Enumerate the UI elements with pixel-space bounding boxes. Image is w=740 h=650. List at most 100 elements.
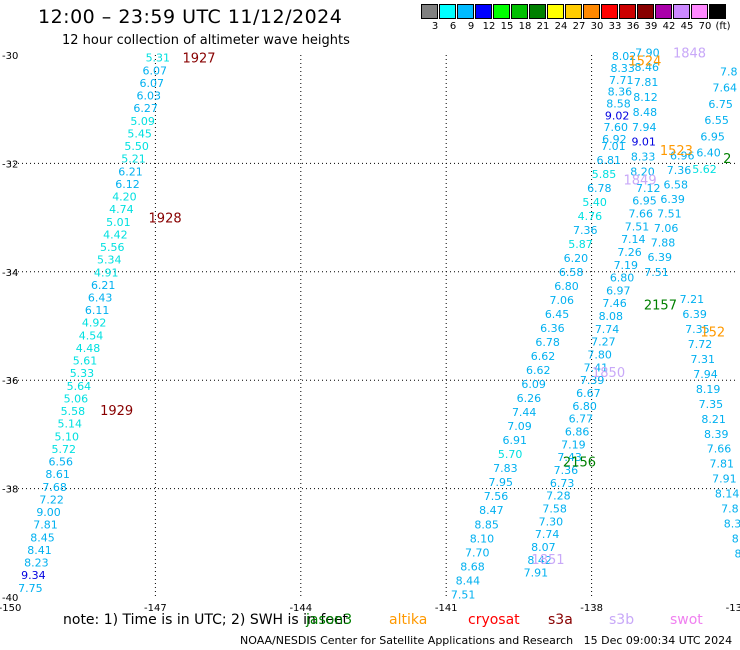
wave-height-value: 7.60 — [604, 121, 629, 134]
wave-height-value: 7.94 — [693, 368, 718, 381]
wave-height-value: 8.23 — [24, 557, 49, 570]
wave-height-value: 5.14 — [58, 418, 83, 431]
wave-height-value: 5.61 — [73, 355, 98, 368]
wave-height-value: 4.91 — [94, 266, 119, 279]
wave-height-value: 6.07 — [143, 64, 168, 77]
wave-height-value: 5.01 — [106, 216, 131, 229]
wave-height-value: 8.41 — [27, 544, 52, 557]
legend-label: 21 — [536, 21, 550, 32]
wave-height-value: 7.36 — [573, 224, 598, 237]
pass-time-label: 2157 — [644, 298, 677, 313]
wave-height-value: 7.30 — [539, 515, 564, 528]
wave-height-value: 7.26 — [617, 246, 642, 259]
legend-label: 12 — [482, 21, 496, 32]
wave-height-value: 7.51 — [451, 588, 476, 601]
wave-height-value: 5.06 — [64, 392, 89, 405]
wave-height-value: 5.56 — [100, 241, 125, 254]
wave-height-value: 6.39 — [660, 193, 685, 206]
wave-height-value: 6.78 — [587, 182, 612, 195]
legend-swatch — [691, 4, 708, 19]
wave-height-value: 6.20 — [564, 252, 589, 265]
wave-height-value: 4.92 — [82, 317, 107, 330]
wave-height-value: 7.19 — [614, 259, 639, 272]
y-tick-label: -40 — [2, 593, 18, 604]
wave-height-value: 7.94 — [632, 121, 657, 134]
wave-height-value: 8 — [732, 533, 739, 546]
legend-swatch — [565, 4, 582, 19]
legend-label: 24 — [554, 21, 568, 32]
wave-height-value: 4.54 — [79, 329, 104, 342]
wave-height-value: 7.06 — [654, 222, 679, 235]
wave-height-value: 9.00 — [36, 506, 61, 519]
wave-height-value: 7.14 — [621, 233, 646, 246]
legend-label: 42 — [662, 21, 676, 32]
wave-height-value: 7.88 — [651, 237, 676, 250]
wave-height-value: 6.27 — [133, 102, 158, 115]
pass-time-label: 152 — [700, 325, 725, 340]
wave-height-value: 6.21 — [118, 165, 143, 178]
wave-height-value: 5.50 — [124, 140, 149, 153]
legend-label: 70 — [698, 21, 712, 32]
legend-label: 3 — [431, 21, 439, 32]
wave-height-value: 8.10 — [470, 532, 495, 545]
wave-height-value: 6.80 — [554, 280, 579, 293]
wave-height-value: 6.56 — [48, 456, 73, 469]
wave-height-value: 8.12 — [633, 91, 658, 104]
pass-time-label: 1927 — [182, 52, 215, 67]
wave-height-value: 7.83 — [493, 462, 518, 475]
footnote: note: 1) Time is in UTC; 2) SWH is in fe… — [63, 612, 349, 628]
wave-height-value: 4.42 — [103, 228, 128, 241]
wave-height-value: 7.09 — [507, 420, 532, 433]
wave-height-value: 7.01 — [601, 140, 626, 153]
wave-height-value: 6.09 — [521, 378, 546, 391]
wave-height-value: 7.64 — [712, 82, 737, 95]
satellite-legend-jason3: jason3 — [306, 612, 353, 628]
wave-height-value: 8.42 — [527, 554, 552, 567]
wave-height-value: 7.90 — [635, 46, 660, 59]
wave-height-value: 7.91 — [712, 473, 737, 486]
satellite-legend-s3b: s3b — [609, 612, 635, 628]
wave-height-value: 4.76 — [578, 210, 603, 223]
wave-height-value: 7.31 — [691, 353, 716, 366]
wave-height-value: 8.44 — [456, 574, 481, 587]
legend-swatch — [511, 4, 528, 19]
legend-swatch — [421, 4, 438, 19]
wave-height-value: 6.80 — [572, 400, 597, 413]
wave-height-value: 7.68 — [42, 481, 67, 494]
satellite-legend-altika: altika — [389, 612, 428, 628]
wave-height-value: 7.51 — [644, 266, 669, 279]
wave-height-value: 7.06 — [550, 294, 575, 307]
wave-height-value: 5.21 — [121, 153, 146, 166]
wave-height-value: 5.58 — [61, 405, 86, 418]
wave-height-value: 6.92 — [602, 133, 627, 146]
wave-height-value: 7.72 — [688, 338, 713, 351]
legend-label: 30 — [590, 21, 604, 32]
wave-height-value: 5.70 — [498, 448, 523, 461]
wave-height-value: 7.44 — [512, 406, 537, 419]
legend-label: 9 — [467, 21, 475, 32]
x-tick-label: -135 — [726, 603, 740, 614]
satellite-legend-cryosat: cryosat — [468, 612, 520, 628]
legend-label: 33 — [608, 21, 622, 32]
wave-height-value: 4.74 — [109, 203, 134, 216]
y-tick-label: -32 — [2, 159, 18, 170]
wave-height-value: 6.36 — [540, 322, 565, 335]
wave-height-value: 6.43 — [88, 292, 113, 305]
pass-time-label: 1851 — [531, 553, 564, 568]
pass-time-label: 1928 — [149, 212, 182, 227]
pass-time-label: 1523 — [660, 144, 693, 159]
legend-swatch — [673, 4, 690, 19]
wave-height-value: 7.19 — [561, 438, 586, 451]
wave-height-value: 7.8 — [720, 65, 738, 78]
wave-height-value: 6.95 — [700, 130, 725, 143]
wave-height-value: 5.34 — [97, 254, 122, 267]
wave-height-value: 6.95 — [632, 195, 657, 208]
x-tick-label: -141 — [435, 603, 458, 614]
wave-height-value: 7.81 — [33, 519, 58, 532]
wave-height-value: 6.12 — [115, 178, 140, 191]
x-tick-label: -144 — [289, 603, 312, 614]
wave-height-value: 9.34 — [21, 569, 46, 582]
wave-height-value: 7.74 — [595, 323, 620, 336]
wave-height-value: 5.09 — [130, 115, 155, 128]
wave-height-value: 5.62 — [692, 163, 717, 176]
